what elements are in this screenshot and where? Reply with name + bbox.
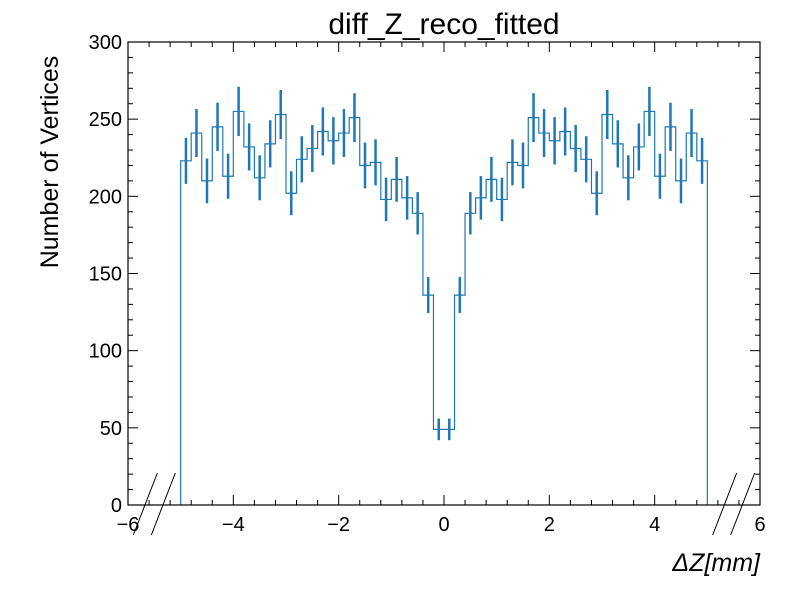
x-tick-label: 0 — [438, 514, 449, 536]
y-tick-label: 300 — [89, 32, 122, 54]
y-axis-label: Number of Vertices — [36, 56, 64, 269]
chart-title: diff_Z_reco_fitted — [328, 8, 559, 41]
histogram-step-outline — [180, 110, 708, 505]
y-tick-label: 200 — [89, 186, 122, 208]
y-tick-label: 150 — [89, 264, 122, 286]
x-axis-label-unit: [mm] — [703, 549, 761, 577]
axes: −6 −4 −2 0 2 4 6 0 50 100 150 200 250 300 — [89, 32, 766, 536]
axis-break-mark — [730, 472, 756, 536]
x-tick-label: −2 — [327, 514, 350, 536]
x-tick-label: 6 — [754, 514, 765, 536]
y-tick-label: 50 — [100, 418, 122, 440]
x-axis-label-symbol: ΔZ — [671, 549, 705, 577]
axis-break-mark — [150, 472, 176, 536]
x-axis-label: ΔZ[mm] — [671, 549, 761, 577]
x-tick-label: −4 — [222, 514, 245, 536]
x-tick-label: −6 — [117, 514, 140, 536]
axis-break-mark — [712, 472, 738, 536]
axis-break-mark — [132, 472, 158, 536]
plot-area — [180, 86, 708, 505]
y-tick-label: 250 — [89, 109, 122, 131]
plot-frame — [127, 41, 761, 506]
y-tick-label: 0 — [111, 495, 122, 517]
x-tick-label: 2 — [544, 514, 555, 536]
y-tick-label: 100 — [89, 341, 122, 363]
x-tick-label: 4 — [649, 514, 660, 536]
